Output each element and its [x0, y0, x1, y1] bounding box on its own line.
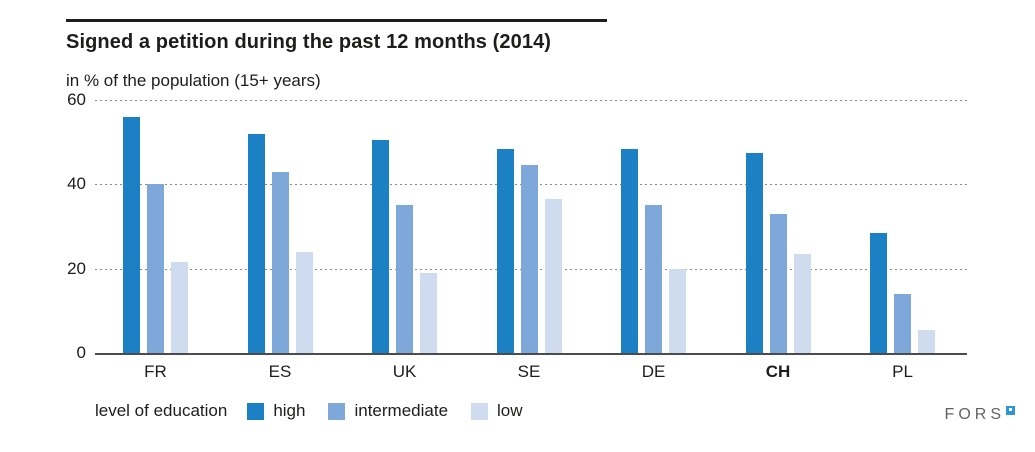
x-label-ES: ES [268, 362, 292, 381]
bar-low-DE [669, 268, 686, 353]
fors-logo-mark [1006, 406, 1015, 415]
legend-swatch-intermediate [328, 402, 346, 420]
chart-title: Signed a petition during the past 12 mon… [66, 31, 552, 53]
bar-intermediate-PL [894, 293, 911, 353]
legend-item-low: low [471, 401, 523, 421]
gridline-60 [95, 100, 967, 101]
bar-low-FR [171, 262, 188, 353]
bar-high-SE [496, 148, 514, 353]
bar-high-CH [745, 152, 763, 353]
x-label-PL: PL [892, 362, 913, 381]
x-label-DE: DE [641, 362, 666, 381]
legend: level of education high intermediate low [95, 401, 546, 421]
y-tick-label-0: 0 [76, 343, 86, 362]
bar-low-PL [918, 329, 935, 353]
legend-item-intermediate: intermediate [328, 401, 448, 421]
bar-intermediate-SE [520, 165, 538, 353]
bar-low-UK [420, 272, 437, 353]
bar-intermediate-CH [769, 213, 787, 353]
bar-high-FR [123, 116, 140, 353]
fors-logo: FORS [944, 406, 1015, 423]
legend-swatch-low [471, 402, 489, 420]
legend-label-high: high [273, 401, 306, 420]
bar-low-SE [544, 199, 562, 353]
legend-label-low: low [497, 401, 523, 420]
fors-logo-text: FORS [944, 406, 1005, 423]
legend-item-high: high [247, 401, 305, 421]
chart-subtitle: in % of the population (15+ years) [66, 71, 321, 90]
bar-intermediate-ES [271, 171, 289, 353]
bar-low-CH [793, 253, 811, 353]
bar-high-DE [621, 148, 638, 353]
y-tick-label-60: 60 [67, 90, 86, 109]
bar-intermediate-FR [147, 184, 164, 353]
bar-intermediate-DE [645, 205, 662, 353]
title-rule [66, 19, 607, 22]
y-tick-label-40: 40 [67, 174, 86, 194]
plot-area [95, 100, 967, 355]
y-tick-label-20: 20 [67, 258, 86, 278]
x-label-CH: CH [765, 362, 791, 381]
x-label-UK: UK [392, 362, 417, 381]
bar-high-UK [372, 140, 389, 353]
bar-high-PL [870, 232, 887, 353]
legend-title: level of education [95, 401, 228, 420]
x-label-FR: FR [144, 362, 167, 381]
bar-low-ES [295, 251, 313, 353]
bar-intermediate-UK [396, 205, 413, 353]
legend-label-intermediate: intermediate [354, 401, 449, 420]
x-label-SE: SE [517, 362, 541, 381]
legend-swatch-high [247, 402, 265, 420]
bar-high-ES [247, 133, 265, 353]
